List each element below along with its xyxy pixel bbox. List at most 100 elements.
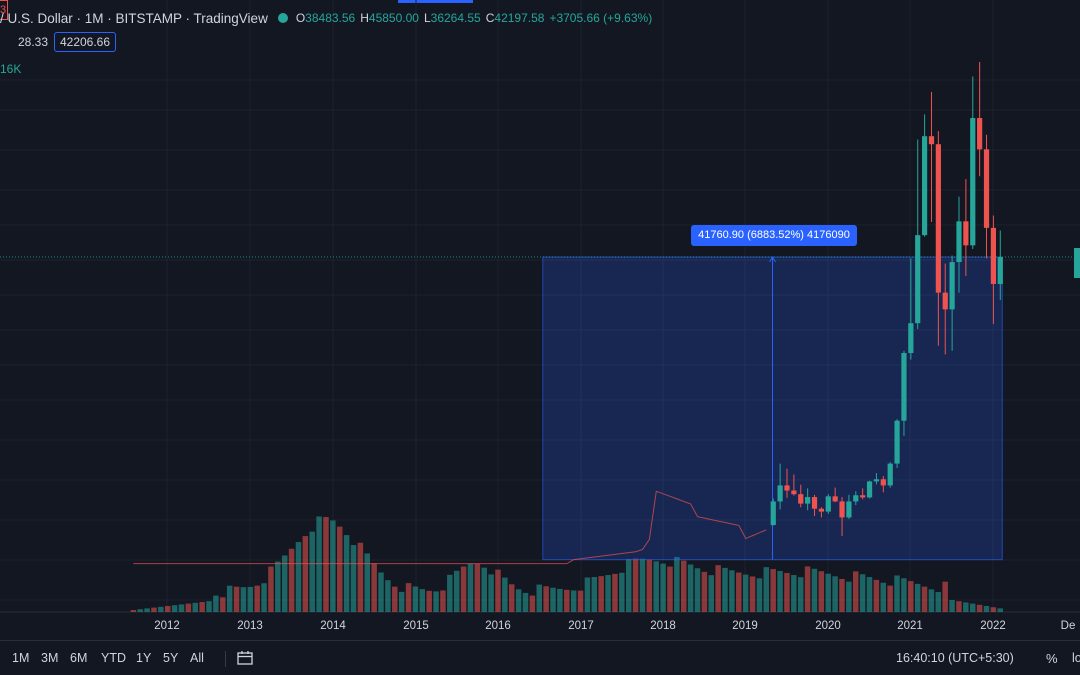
volume-bar	[681, 561, 686, 612]
volume-bar	[406, 583, 411, 612]
x-tick-label: De	[1061, 620, 1076, 632]
volume-bar	[316, 516, 321, 612]
volume-bar	[144, 608, 149, 612]
volume-bar	[881, 583, 886, 612]
x-tick-label: 2018	[650, 620, 676, 632]
market-status-icon[interactable]	[278, 13, 288, 23]
volume-bar	[901, 578, 906, 612]
volume-bar	[564, 590, 569, 612]
candle-body	[894, 421, 899, 464]
volume-bar	[213, 596, 218, 612]
volume-bar	[633, 559, 638, 612]
candle-body	[963, 221, 968, 245]
volume-bar	[750, 576, 755, 612]
volume-bar	[488, 574, 493, 612]
candle-body	[833, 496, 838, 501]
range-1m-button[interactable]: 1M	[12, 651, 29, 665]
volume-bar	[330, 520, 335, 612]
candle-body	[881, 479, 886, 485]
volume-bar	[289, 549, 294, 612]
price-chart[interactable]	[0, 0, 1080, 640]
volume-bar	[798, 577, 803, 612]
ohlc-high-key: H	[360, 11, 369, 25]
ohlc-low-key: L	[424, 11, 431, 25]
range-3m-button[interactable]: 3M	[41, 651, 58, 665]
volume-bar	[481, 568, 486, 612]
ohlc-high-value: 45850.00	[369, 11, 419, 25]
ohlc-open-value: 38483.56	[305, 11, 355, 25]
volume-bar	[358, 543, 363, 612]
candle-body	[867, 481, 872, 497]
candle-body	[805, 497, 810, 504]
volume-bar	[179, 604, 184, 612]
volume-bar	[619, 573, 624, 612]
volume-bar	[970, 604, 975, 612]
ask-price-box[interactable]: 42206.66	[54, 32, 116, 52]
volume-bar	[963, 602, 968, 612]
volume-bar	[936, 592, 941, 612]
log-scale-toggle[interactable]: lo	[1072, 651, 1080, 665]
candle-body	[860, 495, 865, 497]
volume-bar	[887, 586, 892, 612]
volume-bar	[131, 610, 136, 612]
candle-body	[936, 144, 941, 292]
volume-bar	[640, 559, 645, 612]
volume-bar	[667, 567, 672, 612]
volume-bar	[151, 608, 156, 612]
volume-bar	[777, 571, 782, 612]
volume-bar	[585, 578, 590, 612]
volume-bar	[158, 607, 163, 612]
candle-body	[956, 221, 961, 262]
volume-bar	[894, 575, 899, 612]
volume-bar	[172, 605, 177, 612]
volume-bar	[729, 570, 734, 612]
range-5y-button[interactable]: 5Y	[163, 651, 178, 665]
volume-bar	[193, 603, 198, 612]
volume-bar	[791, 575, 796, 612]
x-tick-label: 2022	[980, 620, 1006, 632]
volume-bar	[137, 609, 142, 612]
volume-bar	[433, 591, 438, 612]
volume-bar	[929, 589, 934, 612]
volume-bar	[420, 589, 425, 612]
volume-bar	[770, 569, 775, 612]
volume-bar	[812, 569, 817, 612]
date-range-icon[interactable]	[236, 650, 254, 666]
ohlc-low-value: 36264.55	[431, 11, 481, 25]
volume-bar	[261, 583, 266, 612]
volume-bar	[653, 561, 658, 612]
candle-body	[771, 501, 776, 525]
ohlc-open-key: O	[296, 11, 305, 25]
range-all-button[interactable]: All	[190, 651, 204, 665]
candle-body	[791, 491, 796, 495]
volume-bar	[461, 567, 466, 612]
volume-bar	[371, 564, 376, 612]
range-ytd-button[interactable]: YTD	[101, 651, 126, 665]
candle-body	[798, 494, 803, 503]
volume-bar	[722, 568, 727, 612]
candle-body	[929, 136, 934, 144]
volume-bar	[399, 592, 404, 612]
volume-bar	[578, 591, 583, 612]
volume-bar	[502, 578, 507, 612]
volume-bar	[303, 536, 308, 612]
candle-body	[839, 501, 844, 517]
clock-timezone[interactable]: 16:40:10 (UTC+5:30)	[896, 651, 1014, 665]
volume-bar	[977, 605, 982, 612]
volume-bar	[344, 535, 349, 612]
volume-bar	[378, 572, 383, 612]
range-6m-button[interactable]: 6M	[70, 651, 87, 665]
range-1y-button[interactable]: 1Y	[136, 651, 151, 665]
volume-bar	[605, 575, 610, 612]
price-change: +3705.66 (+9.63%)	[549, 11, 652, 25]
candle-body	[991, 228, 996, 284]
volume-bar	[199, 602, 204, 612]
measure-label: 41760.90 (6883.52%) 4176090	[691, 225, 857, 246]
volume-bar	[839, 579, 844, 612]
volume-bar	[475, 564, 480, 612]
volume-bar	[351, 545, 356, 612]
candle-body	[901, 353, 906, 421]
toolbar-divider	[225, 651, 226, 667]
percent-scale-toggle[interactable]: %	[1046, 651, 1058, 666]
volume-bar	[241, 587, 246, 612]
